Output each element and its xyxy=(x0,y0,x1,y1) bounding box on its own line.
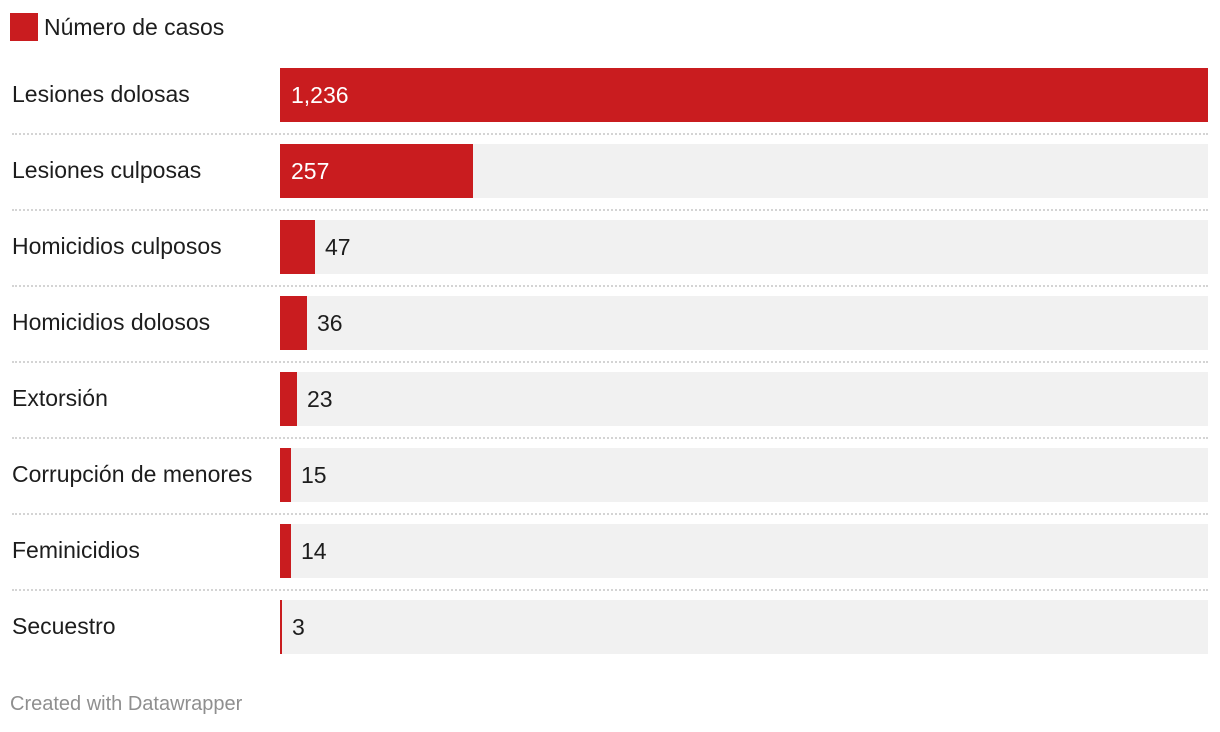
bar-row: Feminicidios 14 xyxy=(0,522,1220,598)
bar-value-label: 15 xyxy=(301,462,327,488)
row-divider xyxy=(12,513,1208,515)
category-label: Secuestro xyxy=(12,613,116,639)
bar-track: 15 xyxy=(280,448,1208,502)
bar xyxy=(280,448,291,502)
bar xyxy=(280,68,1208,122)
bar-track: 47 xyxy=(280,220,1208,274)
bar-value-label: 47 xyxy=(325,234,351,260)
row-divider xyxy=(12,589,1208,591)
bar-value-label: 3 xyxy=(292,614,305,640)
bar-value-label: 257 xyxy=(291,158,330,184)
footer-credit: Created with Datawrapper xyxy=(10,693,243,715)
row-divider xyxy=(12,285,1208,287)
bar xyxy=(280,600,282,654)
bar-track: 23 xyxy=(280,372,1208,426)
bar-track: 36 xyxy=(280,296,1208,350)
bar-track: 1,236 xyxy=(280,68,1208,122)
legend: Número de casos xyxy=(10,13,224,41)
category-label: Homicidios culposos xyxy=(12,233,222,259)
row-divider xyxy=(12,437,1208,439)
bar xyxy=(280,220,315,274)
bar xyxy=(280,296,307,350)
category-label: Lesiones dolosas xyxy=(12,81,190,107)
category-label: Feminicidios xyxy=(12,537,140,563)
bar-value-label: 14 xyxy=(301,538,327,564)
category-label: Lesiones culposas xyxy=(12,157,202,183)
row-divider xyxy=(12,133,1208,135)
bar-track: 257 xyxy=(280,144,1208,198)
bar-row: Lesiones culposas 257 xyxy=(0,142,1220,218)
bar-track: 3 xyxy=(280,600,1208,654)
legend-label: Número de casos xyxy=(44,13,225,40)
bar-row: Extorsión 23 xyxy=(0,370,1220,446)
bar-row: Secuestro 3 xyxy=(0,598,1220,674)
bar xyxy=(280,372,297,426)
row-divider xyxy=(12,361,1208,363)
category-label: Extorsión xyxy=(12,385,108,411)
bar-chart: Lesiones dolosas 1,236 Lesiones culposas 25… xyxy=(0,66,1220,674)
bar-row: Corrupción de menores 15 xyxy=(0,446,1220,522)
bar-row: Homicidios culposos 47 xyxy=(0,218,1220,294)
bar-value-label: 36 xyxy=(317,310,343,336)
legend-swatch xyxy=(10,13,38,41)
bar xyxy=(280,524,291,578)
category-label: Homicidios dolosos xyxy=(12,309,211,335)
bar-row: Lesiones dolosas 1,236 xyxy=(0,66,1220,142)
row-divider xyxy=(12,209,1208,211)
bar-row: Homicidios dolosos 36 xyxy=(0,294,1220,370)
bar-track: 14 xyxy=(280,524,1208,578)
bar xyxy=(280,144,473,198)
bar-value-label: 1,236 xyxy=(291,82,349,108)
category-label: Corrupción de menores xyxy=(12,461,253,487)
bar-value-label: 23 xyxy=(307,386,333,412)
